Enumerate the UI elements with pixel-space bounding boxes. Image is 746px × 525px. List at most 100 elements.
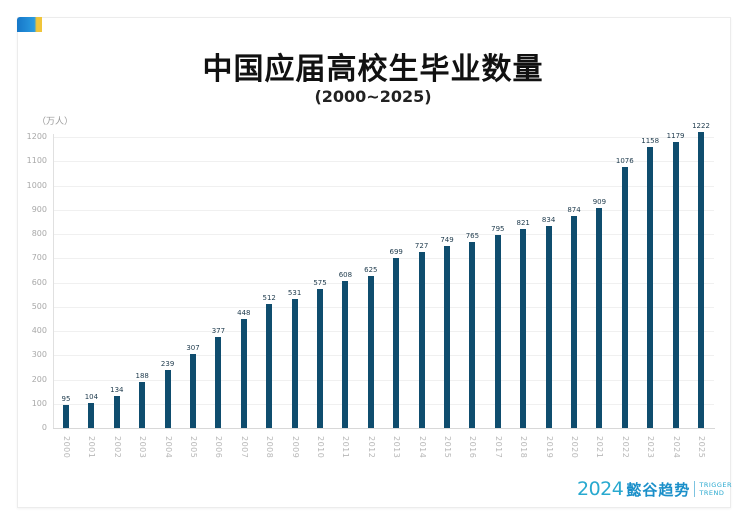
bar-2014 (418, 251, 425, 428)
gridline (54, 137, 714, 138)
x-tick-label: 2022 (620, 436, 630, 459)
chart-card (17, 17, 731, 508)
chart-title: 中国应届高校生毕业数量 (202, 52, 544, 87)
gridline (54, 185, 714, 187)
value-label: 834 (541, 215, 556, 224)
x-tick-label: 2014 (417, 436, 427, 459)
gridline (54, 282, 714, 284)
bar-2008 (266, 303, 273, 428)
x-tick-label: 2023 (646, 436, 656, 459)
bar-2021 (596, 207, 603, 428)
value-label: 134 (110, 385, 124, 394)
x-tick-label: 2015 (443, 436, 452, 459)
y-tick-label: 200 (31, 374, 47, 384)
value-label: 512 (262, 293, 276, 302)
x-tick-label: 2012 (366, 436, 376, 459)
x-tick-label: 2002 (112, 436, 122, 459)
gridline (54, 379, 714, 381)
y-tick-label: 0 (41, 423, 47, 432)
value-label: 765 (465, 232, 480, 241)
bar-2020 (571, 216, 577, 428)
x-tick-label: 2000 (62, 436, 71, 459)
bar-2007 (240, 319, 247, 428)
x-tick-label: 2003 (138, 436, 148, 459)
gridline (54, 234, 714, 235)
brand-en-line2: TREND (699, 489, 725, 497)
x-tick-label: 2013 (392, 436, 402, 459)
value-label: 874 (567, 206, 581, 215)
y-tick-label: 400 (31, 326, 47, 335)
bar-2003 (139, 382, 146, 428)
value-label: 821 (516, 218, 530, 227)
x-tick-label: 2001 (87, 436, 97, 459)
brand-name: 懿谷趋势 (626, 480, 691, 499)
brand-english: TRIGGER TREND (699, 481, 732, 497)
x-tick-label: 2009 (290, 436, 300, 459)
y-tick-label: 1100 (26, 156, 47, 166)
gridline (54, 306, 714, 308)
value-label: 749 (440, 236, 454, 245)
x-tick-label: 2006 (214, 436, 224, 459)
x-tick-label: 2005 (189, 436, 198, 459)
value-label: 608 (338, 270, 353, 279)
y-tick-label: 100 (31, 398, 47, 408)
bar-2000 (63, 404, 69, 428)
value-label: 188 (135, 372, 149, 381)
value-label: 795 (491, 225, 505, 234)
bar-2001 (88, 402, 95, 428)
x-tick-label: 2010 (316, 436, 325, 459)
brand-en-line1: TRIGGER (699, 481, 732, 489)
gridline (54, 161, 714, 163)
value-label: 104 (84, 392, 99, 401)
x-tick-label: 2007 (239, 436, 249, 459)
x-tick-label: 2017 (493, 436, 503, 459)
brand-year: 2024 (577, 478, 624, 500)
gridline (54, 403, 714, 405)
x-axis-line (53, 428, 715, 429)
y-tick-label: 1000 (26, 180, 47, 190)
x-tick-label: 2020 (570, 436, 579, 459)
value-label: 699 (389, 248, 403, 257)
x-tick-label: 2025 (697, 436, 706, 459)
value-label: 1179 (666, 132, 685, 141)
value-label: 625 (364, 266, 378, 275)
bar-2019 (545, 225, 552, 428)
bar-2011 (342, 280, 349, 428)
bar-2013 (393, 258, 400, 428)
bar-2012 (367, 276, 374, 428)
bar-2024 (672, 142, 679, 428)
brand-logo: 2024 懿谷趋势 TRIGGER TREND (577, 478, 732, 500)
y-axis-line (53, 134, 54, 428)
x-tick-label: 2016 (468, 436, 478, 459)
y-tick-label: 600 (31, 277, 47, 287)
value-label: 575 (313, 278, 327, 287)
gridline (54, 209, 714, 211)
bar-2002 (113, 395, 120, 428)
value-label: 727 (414, 241, 429, 250)
brand-divider (694, 481, 696, 497)
corner-tag-decoration (17, 17, 42, 32)
y-tick-label: 500 (31, 301, 47, 311)
value-label: 1158 (641, 137, 660, 146)
x-tick-label: 2004 (163, 436, 173, 459)
value-label: 448 (237, 309, 251, 318)
x-tick-label: 2018 (519, 436, 529, 459)
value-label: 1222 (692, 121, 710, 130)
value-label: 909 (592, 197, 607, 206)
gridline (54, 258, 714, 260)
value-label: 1076 (615, 157, 634, 166)
gridline (54, 331, 714, 332)
bar-2016 (469, 242, 476, 428)
bar-2010 (317, 288, 323, 428)
x-tick-label: 2008 (265, 436, 275, 459)
x-tick-label: 2021 (595, 436, 605, 459)
gridline (54, 355, 714, 357)
y-tick-label: 300 (31, 350, 47, 360)
x-tick-label: 2024 (671, 436, 681, 459)
bar-2015 (444, 246, 450, 428)
bar-2025 (698, 131, 704, 428)
bar-2004 (164, 370, 171, 428)
bar-2018 (520, 228, 527, 428)
bar-2017 (494, 235, 501, 428)
